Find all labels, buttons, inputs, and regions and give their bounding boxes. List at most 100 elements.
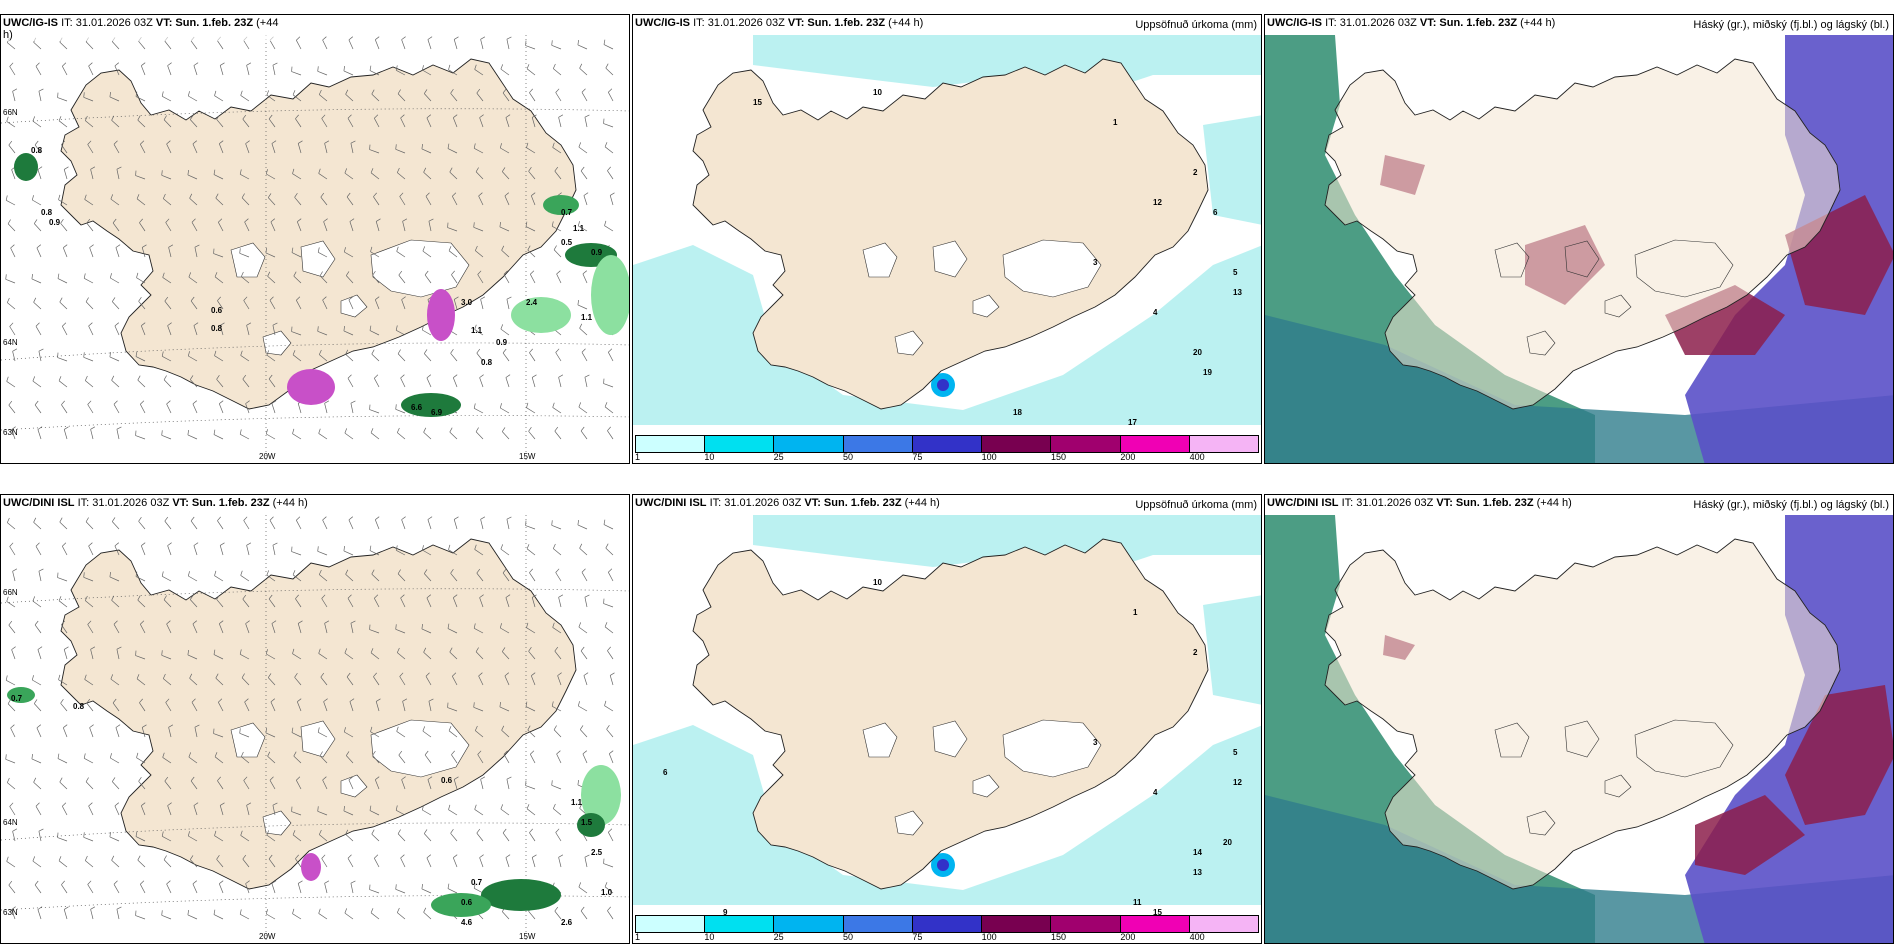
wind-value-label: 1.0 [601,888,613,897]
iceland-land [1325,539,1840,889]
map-svg [1265,515,1893,943]
latitude-label: 63N [3,428,18,437]
colorbar-segment [1120,436,1190,452]
colorbar-tick: 100 [981,452,997,462]
map-svg: 0.80.80.90.60.80.71.10.50.92.41.10.90.86… [1,35,629,463]
wind-value-label: 1.1 [471,326,483,335]
colorbar-segment [982,436,1052,452]
glacier [230,722,266,758]
precip-value-label: 5 [1233,748,1238,757]
panel-variable-label: Háský (gr.), miðský (fj.bl.) og lágský (… [1693,19,1889,31]
precip-cell [431,893,491,917]
precip-value-label: 11 [1133,898,1142,907]
heavy-precip-cell [427,289,455,341]
colorbar-segment [1189,436,1258,452]
heavy-precip-cell [301,853,321,881]
wind-value-label: 0.8 [31,146,43,155]
glacier-outline [1526,810,1556,836]
glacier-outline [1604,774,1632,798]
wind-value-label: 0.5 [561,238,573,247]
glacier [932,720,968,758]
iceland-land [692,538,1209,890]
precip-value-label: 12 [1233,778,1242,787]
colorbar-tick: 10 [704,932,715,942]
longitude-label: 20W [259,452,276,461]
wind-value-label: 0.7 [561,208,573,217]
precip-value-label: 5 [1233,268,1238,277]
colorbar-tick: 1 [635,452,641,462]
colorbar-segment [843,916,913,932]
glacier [300,240,336,278]
precip-value-label: 6 [1213,208,1218,217]
wind-value-label: 1.1 [573,224,585,233]
panel-title: UWC/IG-IS IT: 31.01.2026 03Z VT: Sun. 1.… [3,17,279,41]
precip-field [633,35,1261,425]
colorbar-tick: 400 [1189,452,1205,462]
glacier [862,722,898,758]
precip-value-label: 12 [1153,198,1162,207]
wind-value-label: 0.8 [481,358,493,367]
map-svg: 0.7 0.8 0.6 1.5 2.5 1.0 0.7 0.6 4.6 2.6 1.1 20W 15W 6… [1,515,629,943]
map-svg [1265,35,1893,463]
precip-value-label: 4 [1153,308,1158,317]
glacier [370,719,470,778]
wind-value-label: 2.5 [591,848,603,857]
longitude-label: 15W [519,452,536,461]
precip-colorbar: 1 10 25 50 75 100 150 200 400 [633,915,1261,943]
colorbar-tick: 10 [704,452,715,462]
iceland-land [60,58,577,410]
precip-cell [401,393,461,417]
glacier-outline [1494,722,1530,758]
latitude-label: 64N [3,338,18,347]
wind-value-label: 0.7 [471,878,483,887]
colorbar-segment [843,436,913,452]
precip-value-label: 2 [1193,648,1198,657]
precip-field [633,515,1261,905]
colorbar-tick: 200 [1120,932,1136,942]
glacier [370,239,470,298]
colorbar-tick: 1 [635,932,641,942]
precip-cell [511,297,571,333]
glacier [972,774,1000,798]
precip-colorbar: 1 10 25 50 75 100 150 200 400 [633,435,1261,463]
precip-value-label: 15 [1153,908,1162,917]
panel-title: UWC/IG-IS IT: 31.01.2026 03Z VT: Sun. 1.… [1267,17,1556,29]
iceland-land [60,538,577,890]
colorbar-tick: 150 [1051,452,1067,462]
wind-barbs [5,516,615,920]
glacier [1002,239,1102,298]
panel-variable-label: Uppsöfnuð úrkoma (mm) [1135,499,1257,511]
precip-value-label: 2 [1193,168,1198,177]
colorbar-segment [774,436,844,452]
wind-value-label: 6.9 [431,408,443,417]
glacier [340,774,368,798]
colorbar-tick: 200 [1120,452,1136,462]
precip-cell [543,195,579,215]
wind-value-label: 2.4 [526,298,538,307]
wind-value-label: 0.9 [49,218,61,227]
precip-cell [577,813,605,837]
wind-value-label: 0.8 [211,324,223,333]
wind-value-label: 0.7 [11,694,23,703]
colorbar-segment [982,916,1052,932]
glacier-outline [1634,239,1734,298]
precip-value-label: 13 [1233,288,1242,297]
precip-cell [481,879,561,911]
glacier [1002,719,1102,778]
iceland-land [692,58,1209,410]
latitude-label: 66N [3,108,18,117]
glacier-outline [1494,242,1530,278]
glacier-outline [1564,240,1600,278]
precip-value-label: 1 [1113,118,1118,127]
map-svg: 1234567891011121314151620 [633,515,1261,937]
wind-value-label: 6.6 [411,403,423,412]
panel-precip-ig: UWC/IG-IS IT: 31.01.2026 03Z VT: Sun. 1.… [632,14,1262,464]
colorbar-segment [1189,916,1258,932]
glacier [300,720,336,758]
wind-value-label: 0.6 [461,898,473,907]
glacier [894,810,924,836]
glacier [862,242,898,278]
wind-value-label: 0.9 [591,248,603,257]
precip-cell [581,765,621,825]
